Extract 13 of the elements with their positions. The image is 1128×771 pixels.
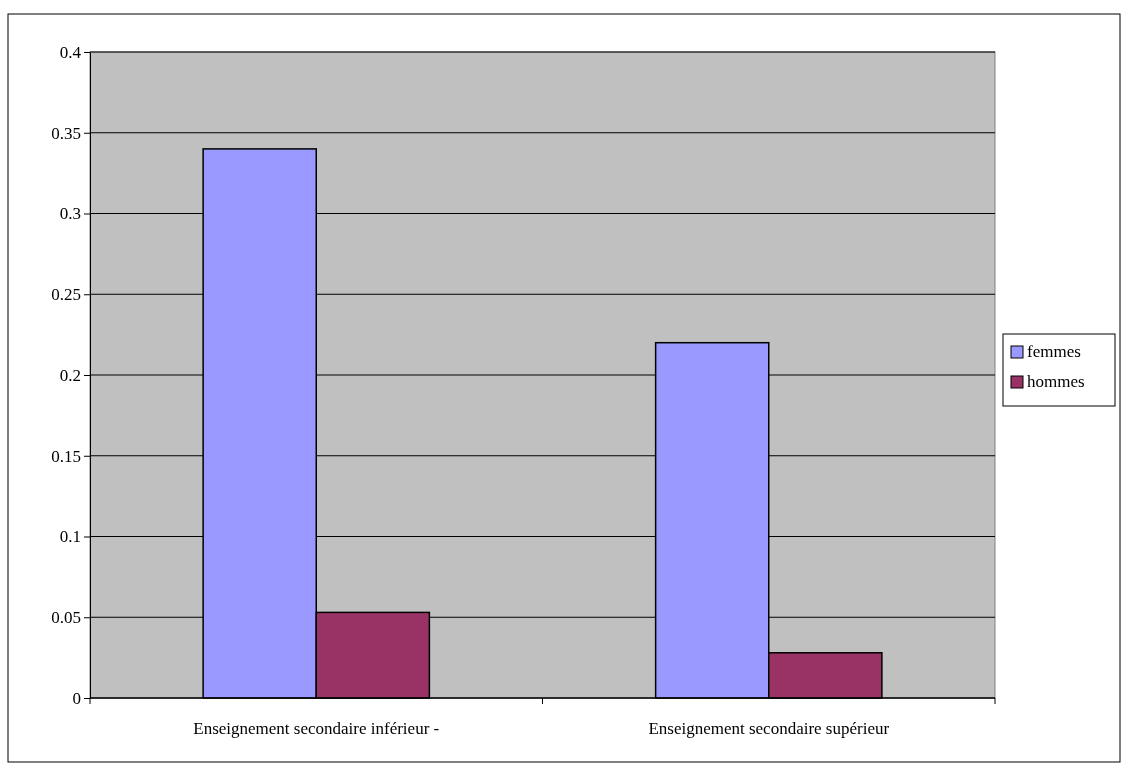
legend-label: hommes (1027, 372, 1085, 391)
y-tick-label: 0.15 (51, 446, 81, 466)
x-tick-label: Enseignement secondaire supérieur (648, 719, 890, 738)
y-tick-label: 0.2 (59, 365, 81, 385)
y-tick-label: 0 (72, 688, 81, 708)
y-tick-label: 0.05 (51, 608, 81, 628)
y-tick-label: 0.3 (59, 204, 81, 224)
y-tick-label: 0.1 (59, 527, 81, 547)
x-tick-label: Enseignement secondaire inférieur - (193, 719, 440, 738)
y-tick-label: 0.35 (51, 123, 81, 143)
y-tick-label: 0.4 (59, 42, 82, 62)
y-tick-label: 0.25 (51, 285, 81, 305)
legend-label: femmes (1027, 342, 1081, 361)
